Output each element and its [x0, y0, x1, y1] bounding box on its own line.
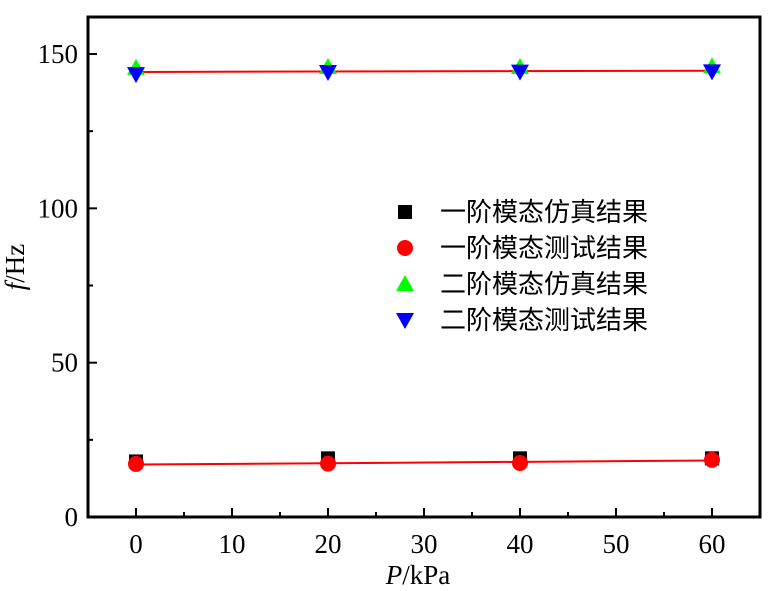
legend-marker-4 — [396, 313, 414, 329]
x-tick-label: 40 — [507, 529, 534, 559]
data-point-series-2 — [704, 451, 720, 468]
y-tick-label: 150 — [38, 39, 79, 69]
x-tick-label: 10 — [219, 529, 246, 559]
x-tick-label: 60 — [699, 529, 726, 559]
x-tick-label: 0 — [129, 529, 143, 559]
x-axis-label-italic: P — [385, 560, 403, 590]
y-axis-label-italic: f — [0, 279, 30, 290]
axis-ticks: 0 10 20 30 40 50 60 0 50 100 150 — [38, 39, 726, 559]
fit-line — [135, 69, 713, 73]
y-axis-label-rest: /Hz — [0, 244, 30, 283]
x-tick-label: 20 — [315, 529, 342, 559]
data-point-series-2 — [512, 454, 528, 471]
fit-line — [135, 459, 713, 466]
y-tick-label: 50 — [51, 348, 78, 378]
plot-frame — [86, 15, 762, 519]
y-tick-label: 0 — [65, 502, 79, 532]
legend-marker-1 — [398, 205, 412, 219]
legend-label-4: 二阶模态测试结果 — [440, 306, 648, 336]
x-tick-label: 50 — [603, 529, 630, 559]
legend-marker-2 — [397, 240, 413, 256]
data-point-series-2 — [320, 455, 336, 472]
x-axis-label: P/kPa — [385, 560, 451, 590]
data-markers — [127, 57, 721, 472]
data-point-series-4 — [127, 67, 145, 84]
data-point-series-4 — [319, 64, 337, 81]
y-tick-label: 100 — [38, 193, 79, 223]
legend-label-2: 一阶模态测试结果 — [440, 234, 648, 264]
x-axis-label-rest: /kPa — [402, 560, 450, 590]
data-point-series-2 — [128, 455, 144, 472]
data-point-series-4 — [511, 64, 529, 81]
legend-label-1: 一阶模态仿真结果 — [440, 198, 648, 228]
fit-lines — [135, 69, 713, 466]
y-axis-label: f/Hz — [0, 244, 30, 291]
x-tick-label: 30 — [411, 529, 438, 559]
legend-marker-3 — [396, 275, 414, 291]
data-point-series-4 — [703, 64, 721, 81]
legend-label-3: 二阶模态仿真结果 — [440, 270, 648, 300]
